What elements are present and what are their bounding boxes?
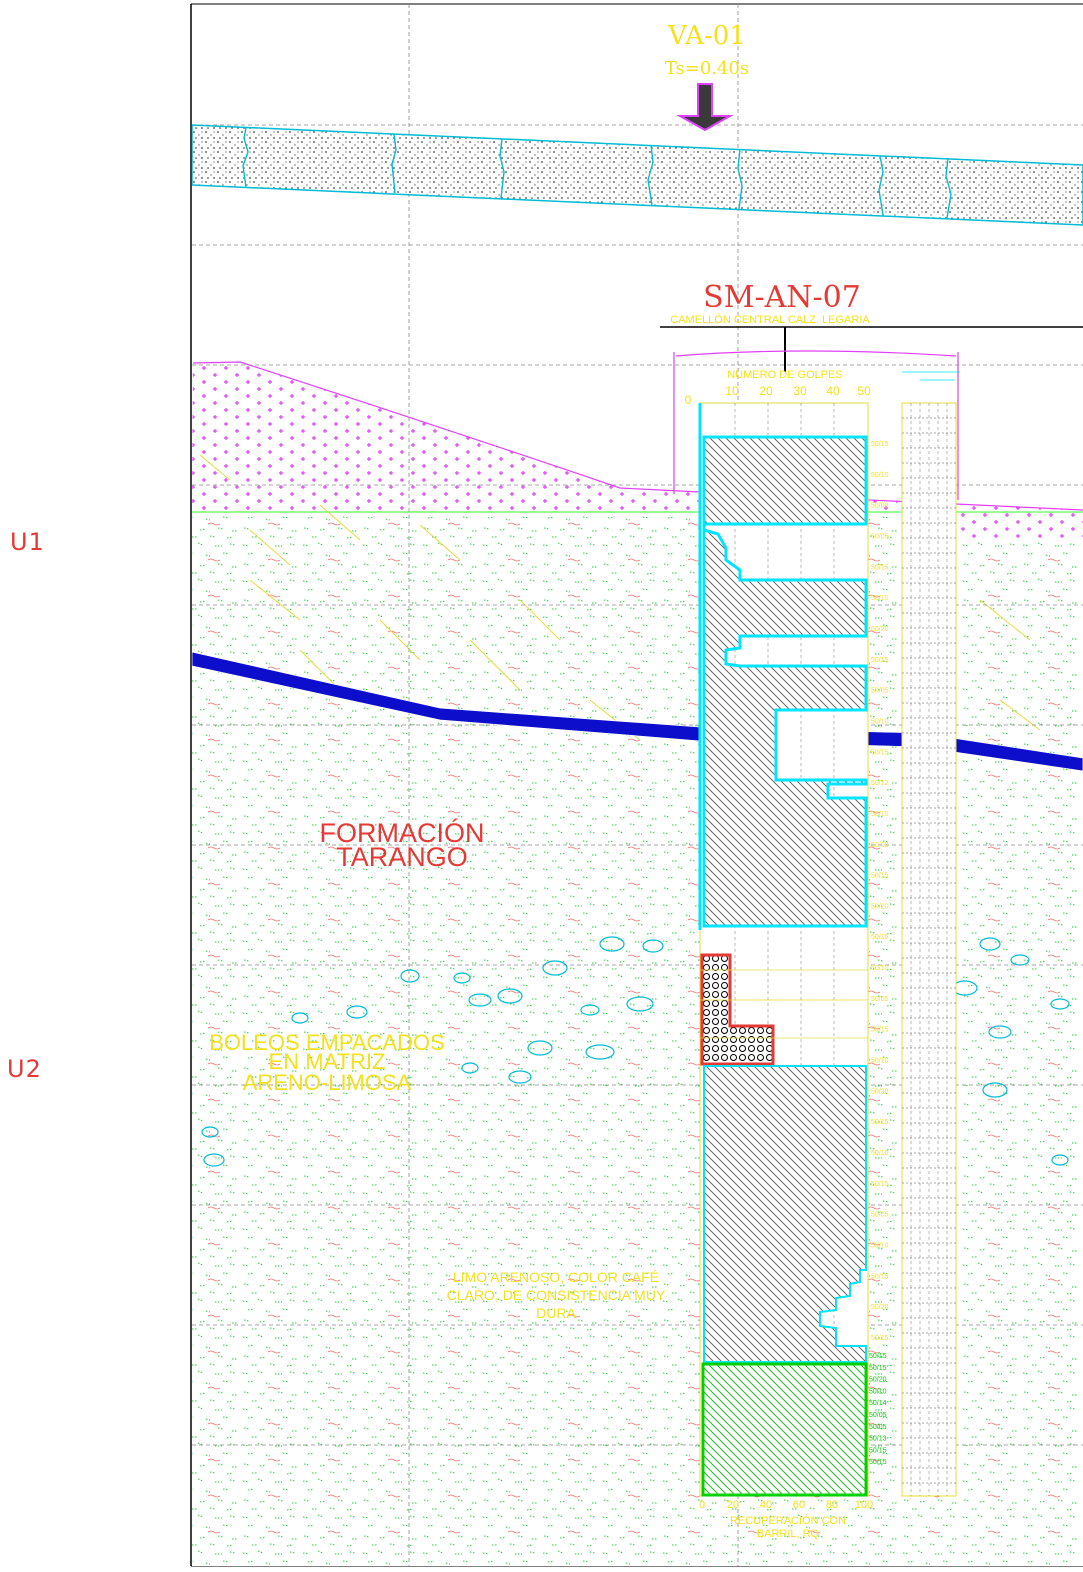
recovery-value: 50/14 (869, 1400, 887, 1407)
borehole-name: SM-AN-07 (703, 280, 861, 315)
recovery-zone (701, 1362, 868, 1497)
blow-count-value: 50/05 (871, 688, 889, 695)
pavement-joints (242, 127, 952, 219)
moisture-column (901, 371, 960, 1497)
boulders (201, 936, 1070, 1167)
borehole-location: CAMELLÓN CENTRAL CALZ. LEGARIA (670, 313, 870, 326)
blows-tick: 50 (857, 384, 871, 398)
blow-count-value: 50/10 (871, 965, 889, 972)
formation-label-line1: FORMACIÓN (320, 817, 485, 848)
station-arrow-icon (676, 83, 734, 132)
blow-count-value: 50/15 (871, 1273, 889, 1280)
blow-count-value: 50/15 (871, 1181, 889, 1188)
recovery-tick: 20 (727, 1499, 739, 1511)
blow-count-value: 50/20 (871, 1304, 889, 1311)
blow-count-value: 50/15 (871, 1335, 889, 1342)
blow-count-value: 50/05 (871, 1212, 889, 1219)
formation-label-line2: TARANGO (336, 842, 468, 872)
boulders-label-line2: EN MATRIZ (269, 1049, 386, 1074)
boulders-label-line1: BOLEOS EMPACADOS (209, 1030, 445, 1055)
blow-count-value: 50/20 (871, 626, 889, 633)
fill-layer (192, 362, 1083, 540)
blows-tick: 40 (826, 384, 840, 398)
borehole-bracket (673, 350, 959, 500)
blow-count-labels: 50/15 50/10 50/08 50/05 50/15 50/10 50/20 50/15… (869, 441, 889, 1466)
recovery-value: 50/15 (869, 1365, 887, 1372)
recovery-title: RECUPERACIÓN CON (730, 1514, 846, 1527)
geology-labels: FORMACIÓN TARANGO BOLEOS EMPACADOS EN MA… (209, 817, 666, 1321)
blow-count-value: 50/05 (871, 534, 889, 541)
blow-count-value: 50/10 (871, 718, 889, 725)
borehole-log (698, 402, 869, 1497)
fill-layer-outline (192, 361, 1083, 511)
blow-count-value: 50/20 (871, 903, 889, 910)
silt-label-line2: CLARO, DE CONSISTENCIA MUY (447, 1287, 666, 1303)
blow-count-value: 50/08 (871, 842, 889, 849)
seismic-station-marker: VA-01 Ts=0.40s (665, 21, 749, 132)
blow-count-value: 50/15 (871, 934, 889, 941)
recovery-tick: 80 (826, 1499, 838, 1511)
station-period: Ts=0.40s (665, 58, 749, 79)
blow-count-value: 50/15 (871, 564, 889, 571)
blows-tick: 20 (759, 384, 773, 398)
recovery-value: 50/13 (869, 1436, 887, 1443)
blow-count-value: 50/15 (871, 1119, 889, 1126)
blow-count-value: 50/15 (871, 873, 889, 880)
recovery-value: 50/20 (869, 1377, 887, 1384)
blows-tick: 0 (685, 393, 692, 407)
station-name: VA-01 (667, 21, 746, 51)
silt-label-line3: DURA (536, 1305, 576, 1321)
blow-count-value: 50/10 (871, 811, 889, 818)
blows-tick: 30 (793, 384, 807, 398)
recovery-tick: 0 (699, 1499, 705, 1511)
unit-label-u2: U2 (7, 1055, 42, 1083)
recovery-value: 50/15 (869, 1459, 887, 1466)
blows-axis-ticks: 0 10 20 30 40 50 (685, 384, 871, 407)
recovery-tick: 100 (855, 1499, 873, 1511)
blow-count-value: 50/15 (871, 441, 889, 448)
blow-profile-lower (703, 1065, 867, 1363)
log-depth-ticks (700, 969, 868, 1039)
recovery-value: 50/15 (869, 1447, 887, 1454)
blow-count-value: 50/15 (871, 1027, 889, 1034)
blow-count-value: 50/15 (871, 749, 889, 756)
blow-count-value: 50/10 (871, 595, 889, 602)
blow-count-value: 50/10 (871, 1243, 889, 1250)
blow-count-value: 50/10 (871, 472, 889, 479)
recovery-axis: 0 20 40 60 80 100 RECUPERACIÓN CON BARRI… (699, 1499, 873, 1540)
recovery-value: 50/15 (869, 1353, 887, 1360)
boulder-zone (700, 953, 775, 1066)
blow-count-value: 50/10 (871, 1058, 889, 1065)
blows-axis-title: NÚMERO DE GOLPES (727, 368, 843, 381)
boulders-label-line3: ARENO-LIMOSA (243, 1070, 412, 1095)
blows-tick: 10 (725, 384, 739, 398)
recovery-subtitle: BARRIL, RQ (757, 1528, 820, 1540)
recovery-tick: 60 (793, 1499, 805, 1511)
unit-label-u1: U1 (10, 528, 45, 556)
blow-count-value: 50/12 (871, 780, 889, 787)
recovery-value: 50/10 (869, 1388, 887, 1395)
blow-profile-upper (702, 435, 868, 928)
blow-count-value: 50/05 (871, 996, 889, 1003)
silt-label-line1: LIMO ARENOSO, COLOR CAFÉ (453, 1269, 659, 1285)
borehole-header: SM-AN-07 CAMELLÓN CENTRAL CALZ. LEGARIA … (660, 280, 1083, 500)
blow-count-value: 50/15 (871, 657, 889, 664)
recovery-tick: 40 (760, 1499, 772, 1511)
recovery-value: 50/05 (869, 1424, 887, 1431)
recovery-value: 50/05 (869, 1412, 887, 1419)
blow-count-value: 50/10 (871, 1150, 889, 1157)
blow-count-value: 50/20 (871, 1088, 889, 1095)
pavement-section (192, 124, 1083, 226)
blow-count-value: 50/08 (871, 503, 889, 510)
